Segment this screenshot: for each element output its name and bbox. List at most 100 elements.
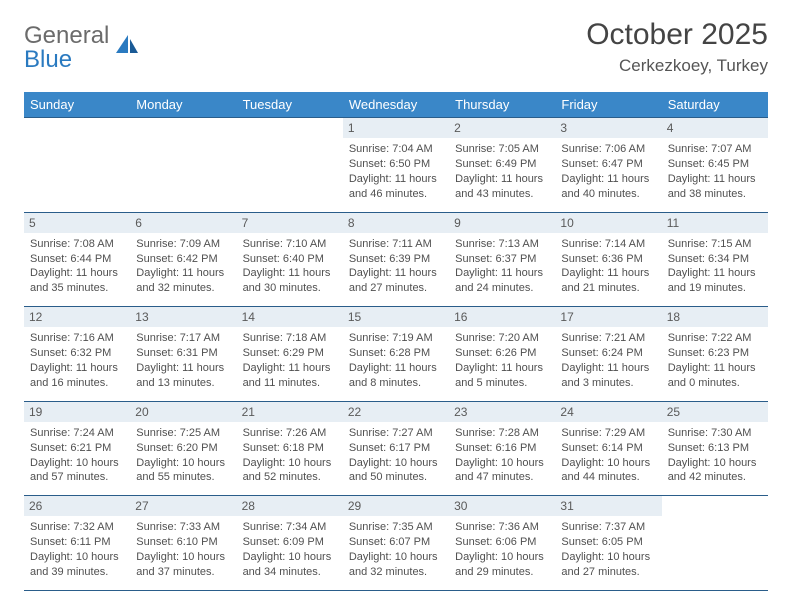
day-number: 19 — [24, 402, 130, 422]
day-cell: 6Sunrise: 7:09 AMSunset: 6:42 PMDaylight… — [130, 212, 236, 307]
daylight-text: and 21 minutes. — [561, 281, 655, 296]
week-row: 26Sunrise: 7:32 AMSunset: 6:11 PMDayligh… — [24, 496, 768, 591]
day-cell: 1Sunrise: 7:04 AMSunset: 6:50 PMDaylight… — [343, 118, 449, 213]
daylight-text: Daylight: 10 hours — [349, 550, 443, 565]
sunset-text: Sunset: 6:17 PM — [349, 441, 443, 456]
sunrise-text: Sunrise: 7:29 AM — [561, 426, 655, 441]
sunrise-text: Sunrise: 7:34 AM — [243, 520, 337, 535]
day-number: 7 — [237, 213, 343, 233]
daylight-text: Daylight: 10 hours — [136, 550, 230, 565]
day-cell: 7Sunrise: 7:10 AMSunset: 6:40 PMDaylight… — [237, 212, 343, 307]
day-cell: 4Sunrise: 7:07 AMSunset: 6:45 PMDaylight… — [662, 118, 768, 213]
day-number: 12 — [24, 307, 130, 327]
sunset-text: Sunset: 6:28 PM — [349, 346, 443, 361]
day-number: 3 — [555, 118, 661, 138]
daylight-text: Daylight: 11 hours — [455, 172, 549, 187]
sunrise-text: Sunrise: 7:11 AM — [349, 237, 443, 252]
daylight-text: and 52 minutes. — [243, 470, 337, 485]
day-number: 24 — [555, 402, 661, 422]
daylight-text: and 57 minutes. — [30, 470, 124, 485]
sunset-text: Sunset: 6:24 PM — [561, 346, 655, 361]
day-cell: 30Sunrise: 7:36 AMSunset: 6:06 PMDayligh… — [449, 496, 555, 591]
daylight-text: and 29 minutes. — [455, 565, 549, 580]
daylight-text: Daylight: 11 hours — [349, 266, 443, 281]
day-header: Friday — [555, 92, 661, 118]
daylight-text: Daylight: 11 hours — [349, 172, 443, 187]
sunset-text: Sunset: 6:10 PM — [136, 535, 230, 550]
month-title: October 2025 — [586, 18, 768, 52]
day-cell: 23Sunrise: 7:28 AMSunset: 6:16 PMDayligh… — [449, 401, 555, 496]
calendar-table: SundayMondayTuesdayWednesdayThursdayFrid… — [24, 92, 768, 591]
sunrise-text: Sunrise: 7:30 AM — [668, 426, 762, 441]
sunset-text: Sunset: 6:44 PM — [30, 252, 124, 267]
day-header: Monday — [130, 92, 236, 118]
day-cell: 14Sunrise: 7:18 AMSunset: 6:29 PMDayligh… — [237, 307, 343, 402]
day-number: 14 — [237, 307, 343, 327]
sunrise-text: Sunrise: 7:36 AM — [455, 520, 549, 535]
sunset-text: Sunset: 6:29 PM — [243, 346, 337, 361]
day-cell: 21Sunrise: 7:26 AMSunset: 6:18 PMDayligh… — [237, 401, 343, 496]
daylight-text: and 40 minutes. — [561, 187, 655, 202]
daylight-text: and 35 minutes. — [30, 281, 124, 296]
daylight-text: Daylight: 10 hours — [349, 456, 443, 471]
header: General Blue October 2025 Cerkezkoey, Tu… — [24, 18, 768, 76]
sunrise-text: Sunrise: 7:05 AM — [455, 142, 549, 157]
sunset-text: Sunset: 6:26 PM — [455, 346, 549, 361]
daylight-text: Daylight: 11 hours — [561, 172, 655, 187]
sunrise-text: Sunrise: 7:26 AM — [243, 426, 337, 441]
day-cell: 15 Sunrise: 7:19 AMSunset: 6:28 PMDayligh… — [343, 307, 449, 402]
day-cell — [24, 118, 130, 213]
sunrise-text: Sunrise: 7:22 AM — [668, 331, 762, 346]
sunset-text: Sunset: 6:42 PM — [136, 252, 230, 267]
sunrise-text: Sunrise: 7:20 AM — [455, 331, 549, 346]
day-header-row: SundayMondayTuesdayWednesdayThursdayFrid… — [24, 92, 768, 118]
daylight-text: Daylight: 11 hours — [455, 266, 549, 281]
daylight-text: and 0 minutes. — [668, 376, 762, 391]
daylight-text: and 27 minutes. — [561, 565, 655, 580]
daylight-text: and 24 minutes. — [455, 281, 549, 296]
sunrise-text: Sunrise: 7:13 AM — [455, 237, 549, 252]
daylight-text: and 38 minutes. — [668, 187, 762, 202]
sunset-text: Sunset: 6:06 PM — [455, 535, 549, 550]
sunrise-text: Sunrise: 7:19 AM — [349, 331, 443, 346]
day-cell: 11Sunrise: 7:15 AMSunset: 6:34 PMDayligh… — [662, 212, 768, 307]
location: Cerkezkoey, Turkey — [586, 56, 768, 76]
sunset-text: Sunset: 6:09 PM — [243, 535, 337, 550]
day-header: Saturday — [662, 92, 768, 118]
day-cell: 3Sunrise: 7:06 AMSunset: 6:47 PMDaylight… — [555, 118, 661, 213]
daylight-text: Daylight: 11 hours — [30, 361, 124, 376]
week-row: 19Sunrise: 7:24 AMSunset: 6:21 PMDayligh… — [24, 401, 768, 496]
sunset-text: Sunset: 6:45 PM — [668, 157, 762, 172]
sunset-text: Sunset: 6:49 PM — [455, 157, 549, 172]
sunset-text: Sunset: 6:16 PM — [455, 441, 549, 456]
sunrise-text: Sunrise: 7:09 AM — [136, 237, 230, 252]
day-cell: 26Sunrise: 7:32 AMSunset: 6:11 PMDayligh… — [24, 496, 130, 591]
day-cell: 13Sunrise: 7:17 AMSunset: 6:31 PMDayligh… — [130, 307, 236, 402]
sunrise-text: Sunrise: 7:18 AM — [243, 331, 337, 346]
daylight-text: Daylight: 10 hours — [561, 550, 655, 565]
daylight-text: Daylight: 10 hours — [30, 550, 124, 565]
day-number: 31 — [555, 496, 661, 516]
day-cell: 2Sunrise: 7:05 AMSunset: 6:49 PMDaylight… — [449, 118, 555, 213]
sunrise-text: Sunrise: 7:15 AM — [668, 237, 762, 252]
daylight-text: Daylight: 10 hours — [30, 456, 124, 471]
day-number: 1 — [343, 118, 449, 138]
daylight-text: and 44 minutes. — [561, 470, 655, 485]
day-number: 15 — [343, 307, 449, 327]
daylight-text: and 5 minutes. — [455, 376, 549, 391]
day-number: 4 — [662, 118, 768, 138]
daylight-text: Daylight: 11 hours — [136, 266, 230, 281]
week-row: 12Sunrise: 7:16 AMSunset: 6:32 PMDayligh… — [24, 307, 768, 402]
sunrise-text: Sunrise: 7:10 AM — [243, 237, 337, 252]
daylight-text: Daylight: 11 hours — [349, 361, 443, 376]
day-cell: 27Sunrise: 7:33 AMSunset: 6:10 PMDayligh… — [130, 496, 236, 591]
sunrise-text: Sunrise: 7:25 AM — [136, 426, 230, 441]
day-number: 20 — [130, 402, 236, 422]
daylight-text: Daylight: 10 hours — [455, 550, 549, 565]
day-cell: 22Sunrise: 7:27 AMSunset: 6:17 PMDayligh… — [343, 401, 449, 496]
sunrise-text: Sunrise: 7:27 AM — [349, 426, 443, 441]
day-number: 9 — [449, 213, 555, 233]
sunrise-text: Sunrise: 7:04 AM — [349, 142, 443, 157]
day-cell: 20Sunrise: 7:25 AMSunset: 6:20 PMDayligh… — [130, 401, 236, 496]
daylight-text: Daylight: 11 hours — [561, 361, 655, 376]
